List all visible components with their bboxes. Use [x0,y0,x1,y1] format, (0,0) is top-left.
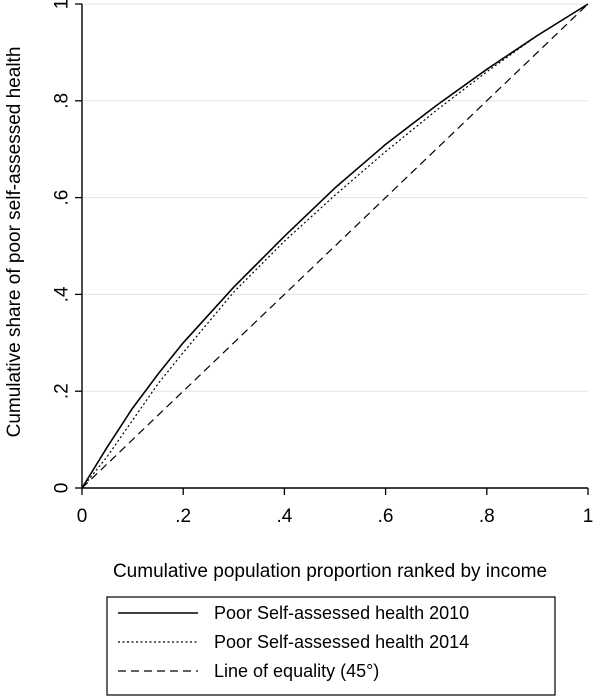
y-tick-label-0: 0 [52,483,73,494]
y-axis-title: Cumulative share of poor self-assessed h… [4,47,25,438]
x-tick-label-4: .8 [479,506,495,527]
x-tick-label-3: .6 [378,506,394,527]
series-line-dotted [81,3,589,489]
x-tick-label-1: .2 [175,506,191,527]
axes [81,4,588,489]
legend-label-2: Line of equality (45°) [214,661,379,681]
series-line-solid [81,3,589,489]
y-tick-label-5: 1 [52,0,73,9]
legend-label-1: Poor Self-assessed health 2014 [214,632,469,652]
y-tick-label-1: .2 [52,383,73,399]
series-line-dashed [81,3,589,489]
x-tick-label-0: 0 [77,506,88,527]
legend: Poor Self-assessed health 2010 Poor Self-… [106,596,556,696]
series-lines [81,3,589,489]
tick-labels: 0 .2 .4 .6 .8 1 0 .2 .4 .6 .8 1 [52,0,594,527]
legend-label-0: Poor Self-assessed health 2010 [214,603,469,623]
x-axis-title: Cumulative population proportion ranked … [113,561,547,582]
y-tick-label-2: .4 [52,286,73,302]
x-tick-label-5: 1 [583,506,594,527]
x-tick-label-2: .4 [276,506,292,527]
y-tick-label-3: .6 [52,190,73,206]
gridlines [82,3,588,392]
y-tick-label-4: .8 [52,93,73,109]
